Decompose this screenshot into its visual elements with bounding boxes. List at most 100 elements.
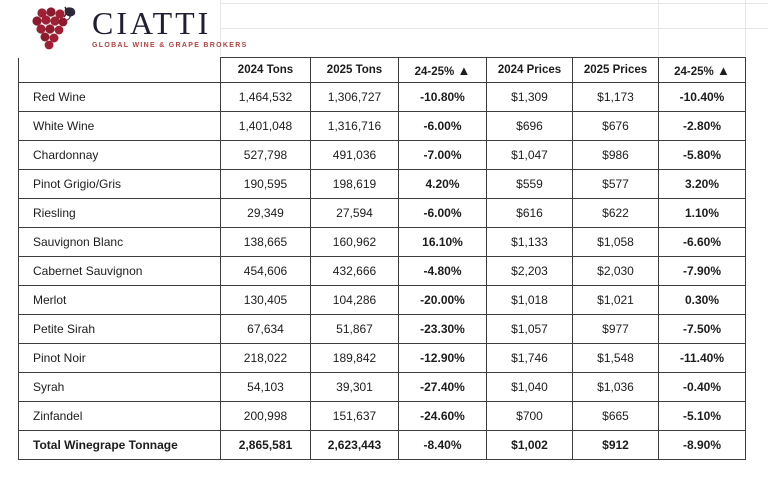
price-2024: $1,133	[486, 227, 573, 257]
tons-2024: 200,998	[220, 401, 311, 431]
variety-label: Merlot	[18, 285, 221, 315]
winegrape-table: 2024 Tons 2025 Tons 24-25% ▲ 2024 Prices…	[18, 57, 746, 460]
tons-2024: 54,103	[220, 372, 311, 402]
tons-2024: 454,606	[220, 256, 311, 286]
tons-2025: 104,286	[310, 285, 399, 315]
price-2024: $616	[486, 198, 573, 228]
variety-label: Riesling	[18, 198, 221, 228]
spreadsheet-gridline	[658, 0, 659, 56]
total-price-2024: $1,002	[486, 430, 573, 460]
price-change: -11.40%	[658, 343, 746, 373]
price-change: 3.20%	[658, 169, 746, 199]
variety-label: Cabernet Sauvignon	[18, 256, 221, 286]
price-2024: $1,746	[486, 343, 573, 373]
tons-change: -23.30%	[398, 314, 487, 344]
triangle-up-icon: ▲	[457, 62, 471, 78]
brand-tagline: GLOBAL WINE & GRAPE BROKERS	[92, 42, 248, 49]
total-price-2025: $912	[572, 430, 659, 460]
variety-label: Petite Sirah	[18, 314, 221, 344]
tons-2024: 29,349	[220, 198, 311, 228]
price-2024: $1,040	[486, 372, 573, 402]
price-2025: $2,030	[572, 256, 659, 286]
price-change: -5.80%	[658, 140, 746, 170]
tons-2024: 218,022	[220, 343, 311, 373]
spreadsheet-gridline	[220, 3, 768, 4]
total-tons-2024: 2,865,581	[220, 430, 311, 460]
table-row: Chardonnay 527,798 491,036 -7.00% $1,047…	[18, 140, 746, 170]
col-header-price-change: 24-25% ▲	[658, 57, 746, 83]
col-header-tons-change: 24-25% ▲	[398, 57, 487, 83]
tons-2024: 1,464,532	[220, 82, 311, 112]
price-2024: $559	[486, 169, 573, 199]
total-price-change: -8.90%	[658, 430, 746, 460]
price-2025: $977	[572, 314, 659, 344]
price-2025: $577	[572, 169, 659, 199]
table-row: Red Wine 1,464,532 1,306,727 -10.80% $1,…	[18, 82, 746, 112]
price-2025: $665	[572, 401, 659, 431]
tons-change: -7.00%	[398, 140, 487, 170]
tons-2025: 432,666	[310, 256, 399, 286]
table-row: Syrah 54,103 39,301 -27.40% $1,040 $1,03…	[18, 372, 746, 402]
price-2024: $1,047	[486, 140, 573, 170]
corner-cell	[18, 57, 221, 83]
price-2025: $1,173	[572, 82, 659, 112]
price-2024: $2,203	[486, 256, 573, 286]
price-2025: $676	[572, 111, 659, 141]
table-row: Riesling 29,349 27,594 -6.00% $616 $622 …	[18, 198, 746, 228]
tons-2024: 67,634	[220, 314, 311, 344]
total-label: Total Winegrape Tonnage	[18, 430, 221, 460]
price-2025: $986	[572, 140, 659, 170]
tons-2025: 198,619	[310, 169, 399, 199]
table-row: Sauvignon Blanc 138,665 160,962 16.10% $…	[18, 227, 746, 257]
tons-2024: 130,405	[220, 285, 311, 315]
tons-2024: 138,665	[220, 227, 311, 257]
tons-2025: 189,842	[310, 343, 399, 373]
tons-2025: 491,036	[310, 140, 399, 170]
tons-2024: 527,798	[220, 140, 311, 170]
header-row: 2024 Tons 2025 Tons 24-25% ▲ 2024 Prices…	[18, 57, 746, 83]
table-row: Merlot 130,405 104,286 -20.00% $1,018 $1…	[18, 285, 746, 315]
price-2024: $1,057	[486, 314, 573, 344]
grape-cluster-icon	[26, 4, 88, 52]
col-header-2024-tons: 2024 Tons	[220, 57, 311, 83]
variety-label: White Wine	[18, 111, 221, 141]
total-row: Total Winegrape Tonnage 2,865,581 2,623,…	[18, 430, 746, 460]
table-row: Zinfandel 200,998 151,637 -24.60% $700 $…	[18, 401, 746, 431]
total-tons-2025: 2,623,443	[310, 430, 399, 460]
price-change: -6.60%	[658, 227, 746, 257]
variety-label: Pinot Noir	[18, 343, 221, 373]
tons-2025: 39,301	[310, 372, 399, 402]
variety-label: Red Wine	[18, 82, 221, 112]
spreadsheet-gridline	[745, 0, 746, 56]
tons-change: -6.00%	[398, 111, 487, 141]
tons-change: -4.80%	[398, 256, 487, 286]
price-2025: $1,036	[572, 372, 659, 402]
price-change: 0.30%	[658, 285, 746, 315]
tons-2025: 151,637	[310, 401, 399, 431]
col-header-2025-tons: 2025 Tons	[310, 57, 399, 83]
price-2025: $1,548	[572, 343, 659, 373]
tons-2025: 1,306,727	[310, 82, 399, 112]
price-change: -2.80%	[658, 111, 746, 141]
spreadsheet-gridline	[220, 28, 768, 29]
total-tons-change: -8.40%	[398, 430, 487, 460]
price-2024: $696	[486, 111, 573, 141]
table-row: Petite Sirah 67,634 51,867 -23.30% $1,05…	[18, 314, 746, 344]
variety-label: Syrah	[18, 372, 221, 402]
tons-2024: 1,401,048	[220, 111, 311, 141]
ciatti-logo: CIATTI GLOBAL WINE & GRAPE BROKERS	[26, 4, 248, 52]
col-header-2024-prices: 2024 Prices	[486, 57, 573, 83]
price-2024: $1,309	[486, 82, 573, 112]
price-change: -7.90%	[658, 256, 746, 286]
variety-label: Zinfandel	[18, 401, 221, 431]
table-row: Pinot Noir 218,022 189,842 -12.90% $1,74…	[18, 343, 746, 373]
price-change: -7.50%	[658, 314, 746, 344]
tons-2025: 27,594	[310, 198, 399, 228]
variety-label: Chardonnay	[18, 140, 221, 170]
table-row: Pinot Grigio/Gris 190,595 198,619 4.20% …	[18, 169, 746, 199]
price-change: -5.10%	[658, 401, 746, 431]
table-row: Cabernet Sauvignon 454,606 432,666 -4.80…	[18, 256, 746, 286]
tons-change: 4.20%	[398, 169, 487, 199]
variety-label: Sauvignon Blanc	[18, 227, 221, 257]
tons-change: -10.80%	[398, 82, 487, 112]
